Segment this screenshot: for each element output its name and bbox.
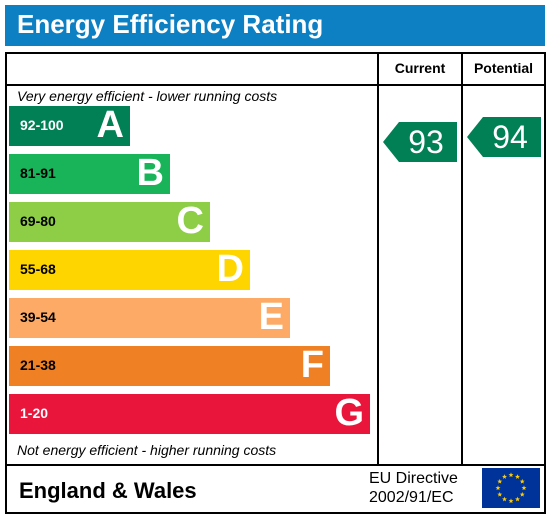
band-range: 21-38 xyxy=(20,357,56,373)
band-letter: F xyxy=(300,344,324,386)
band-letter: A xyxy=(96,104,124,146)
column-divider xyxy=(461,54,463,464)
band-range: 1-20 xyxy=(20,405,49,421)
page-title: Energy Efficiency Rating xyxy=(17,9,324,39)
band-e: 39-54 E xyxy=(9,296,290,338)
directive-line-2: 2002/91/EC xyxy=(369,489,454,506)
current-rating-value: 93 xyxy=(408,124,444,160)
band-letter: G xyxy=(334,392,364,434)
star-icon xyxy=(508,498,514,504)
band-range: 81-91 xyxy=(20,165,56,181)
star-icon xyxy=(502,474,507,479)
star-icon xyxy=(495,485,501,491)
eu-flag-icon xyxy=(482,468,540,508)
star-icon xyxy=(515,474,520,479)
star-icon xyxy=(521,485,527,491)
star-icon xyxy=(497,478,503,484)
potential-rating-value: 94 xyxy=(492,119,528,155)
band-letter: D xyxy=(216,248,244,290)
star-icon xyxy=(497,491,503,497)
potential-column-header: Potential xyxy=(473,60,534,76)
band-range: 92-100 xyxy=(20,117,64,133)
band-range: 39-54 xyxy=(20,309,56,325)
band-a: 92-100 A xyxy=(9,104,130,146)
top-caption: Very energy efficient - lower running co… xyxy=(17,88,278,104)
band-d: 55-68 D xyxy=(9,248,250,290)
star-icon xyxy=(508,472,514,478)
rating-arrow xyxy=(467,117,541,157)
band-g: 1-20 G xyxy=(9,392,370,434)
band-f: 21-38 F xyxy=(9,344,330,386)
current-column-header: Current xyxy=(394,60,446,76)
rating-table: Current Potential Very energy efficient … xyxy=(5,52,546,466)
header-divider xyxy=(7,84,544,86)
band-c: 69-80 C xyxy=(9,200,210,242)
footer: England & Wales EU Directive 2002/91/EC xyxy=(5,464,546,514)
star-icon xyxy=(515,496,520,502)
header-bar: Energy Efficiency Rating xyxy=(5,5,545,46)
directive-line-1: EU Directive xyxy=(369,470,458,487)
band-letter: E xyxy=(258,296,284,338)
star-icon xyxy=(502,496,507,502)
star-icon xyxy=(519,491,525,497)
band-letter: C xyxy=(176,200,204,242)
star-icon xyxy=(519,478,525,484)
bottom-caption: Not energy efficient - higher running co… xyxy=(17,442,277,458)
band-letter: B xyxy=(136,152,164,194)
rating-arrow xyxy=(383,122,457,162)
band-b: 81-91 B xyxy=(9,152,170,194)
country-label: England & Wales xyxy=(19,478,197,503)
column-divider xyxy=(377,54,379,464)
directive-text: EU Directive 2002/91/EC xyxy=(369,469,458,507)
band-range: 55-68 xyxy=(20,261,56,277)
band-range: 69-80 xyxy=(20,213,56,229)
